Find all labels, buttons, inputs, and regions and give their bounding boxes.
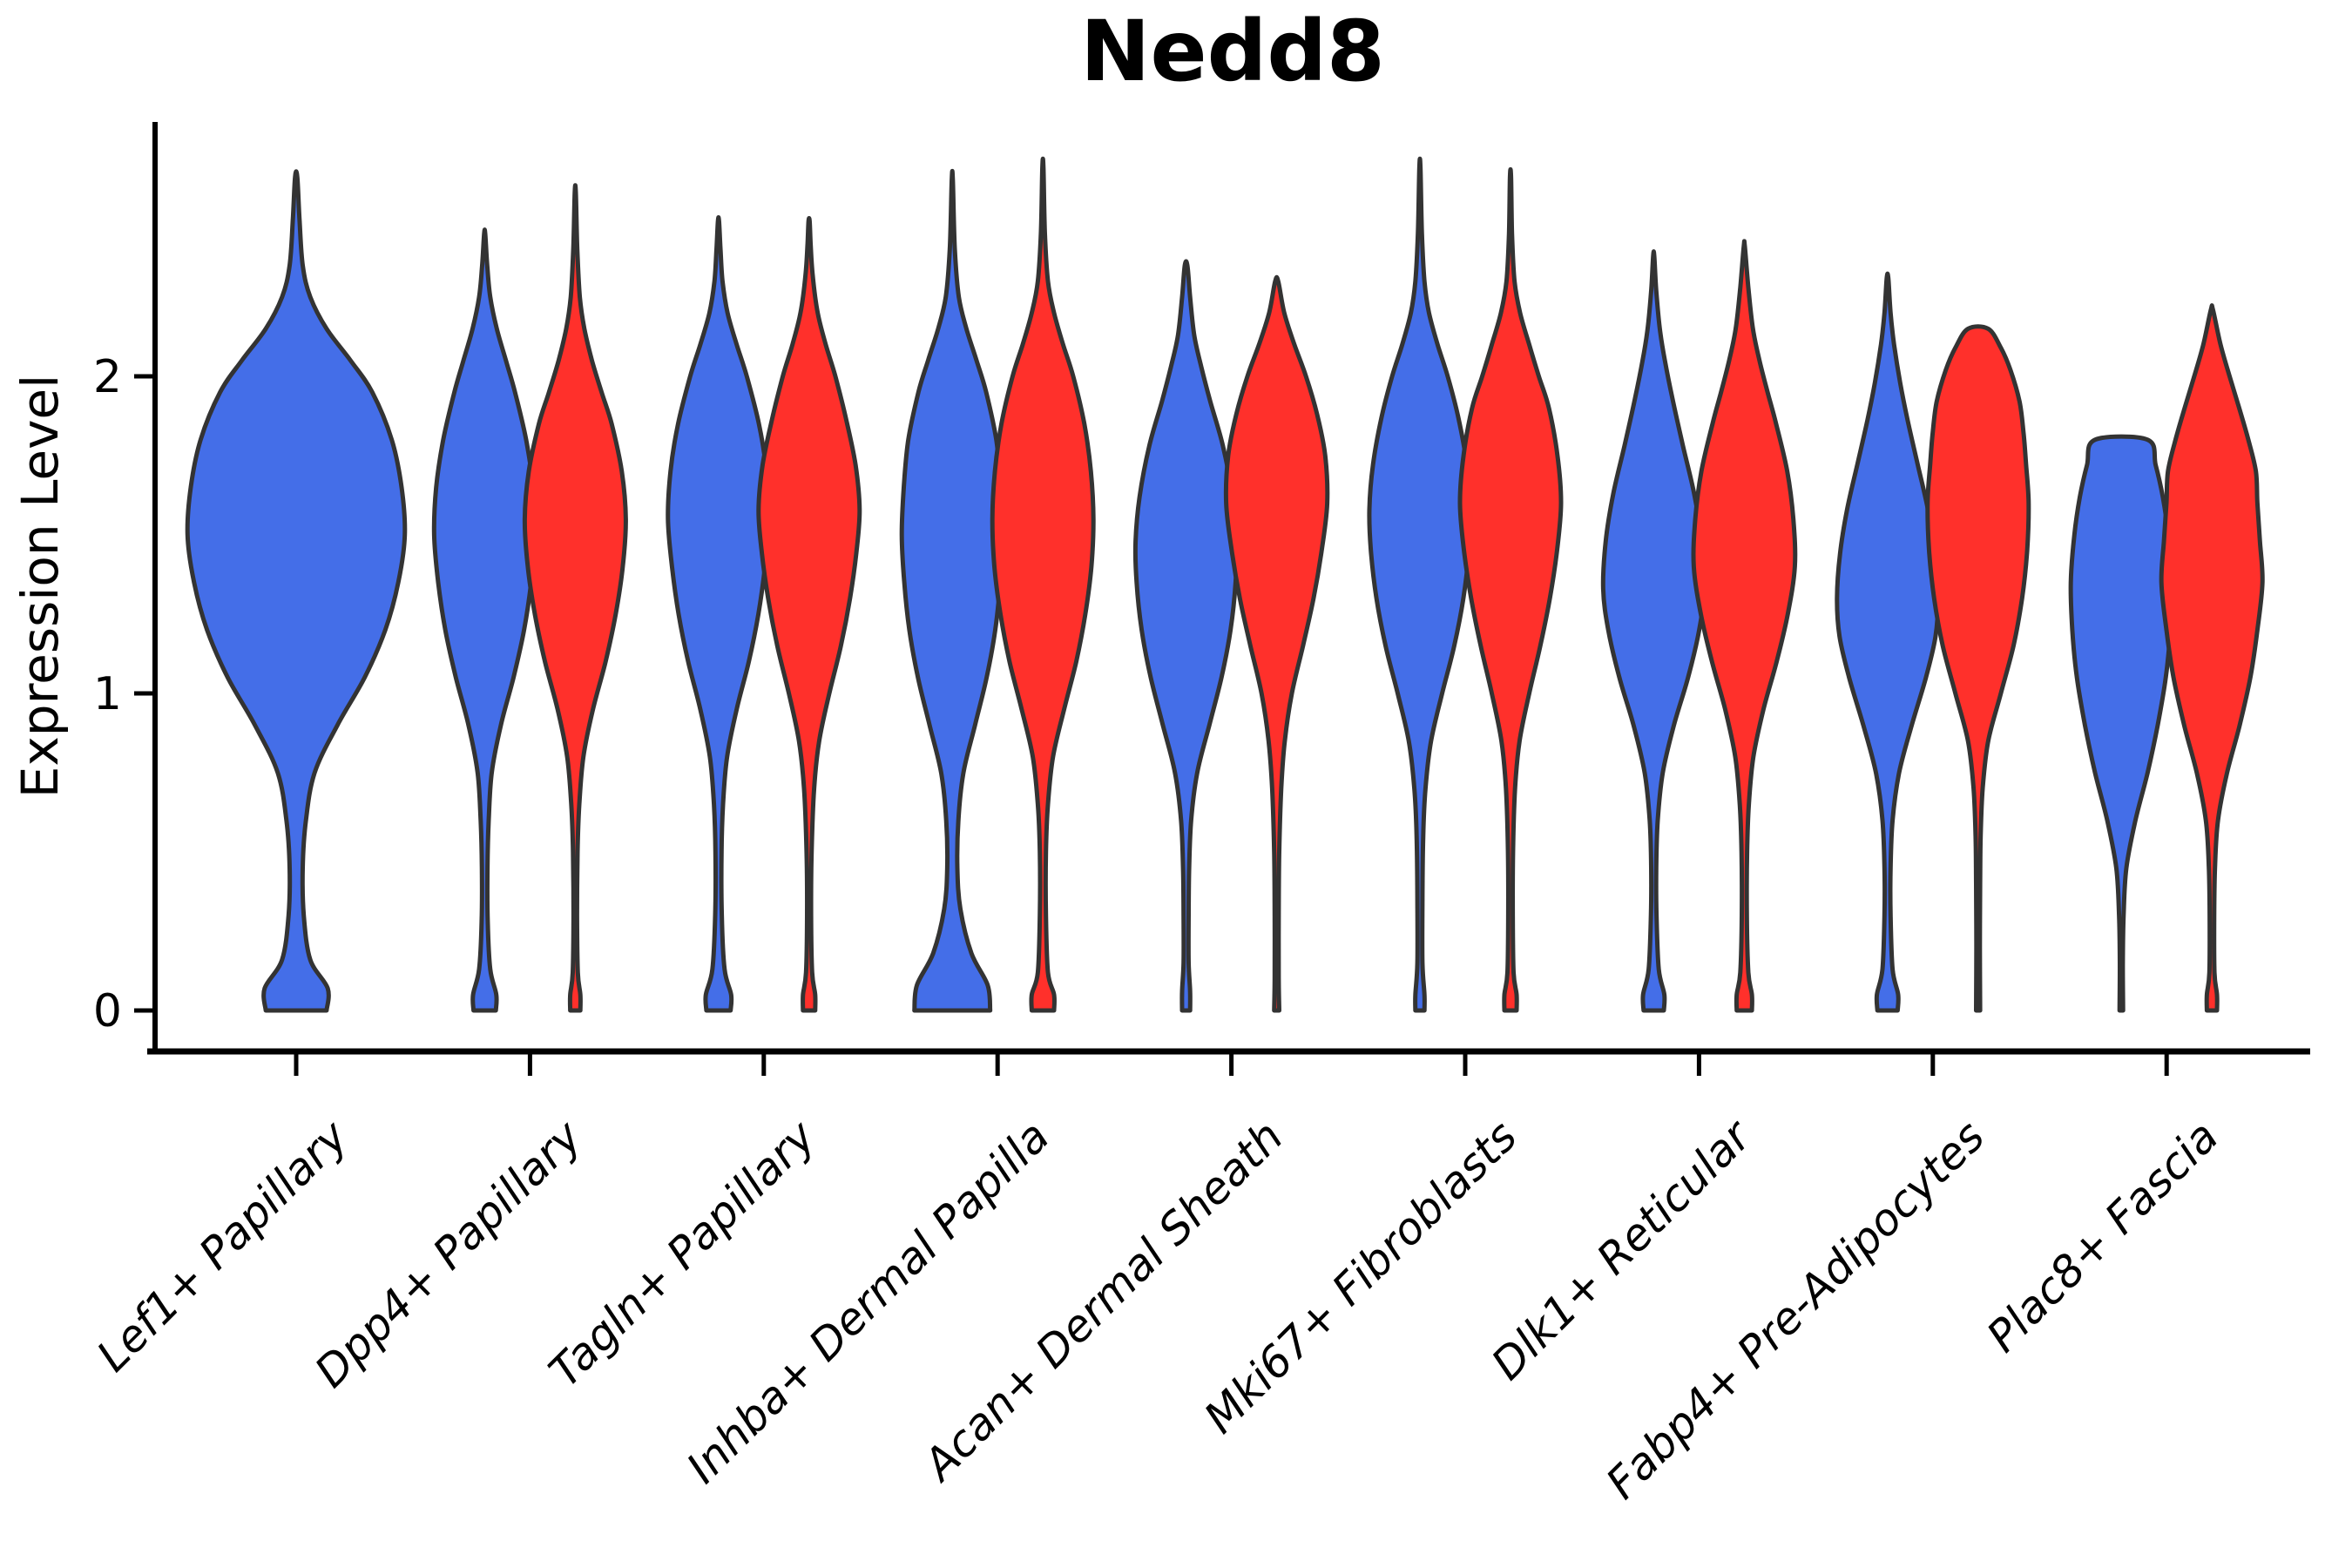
x-tick-label-fabp4-pre-adipocytes: Fabp4+ Pre-Adipocytes (1597, 1111, 1995, 1509)
y-axis-label: Expression Level (10, 375, 70, 798)
violin-dpp4-papillary-blue (431, 227, 537, 1013)
y-tick-label-2: 2 (93, 351, 122, 403)
violin-tagln-papillary-blue (666, 215, 772, 1013)
violin-plac8-fascia-blue (2068, 434, 2174, 1013)
violins-group (185, 156, 2265, 1013)
x-tick-label-lef1-papillary: Lef1+ Papillary (87, 1110, 358, 1381)
violin-fabp4-pre-adipocytes-red (1925, 324, 2031, 1013)
y-tick-label-0: 0 (93, 985, 122, 1037)
violin-dlk1-reticular-red (1691, 239, 1798, 1013)
violin-plac8-fascia-red (2159, 303, 2265, 1013)
violin-acan-dermal-sheath-red (1223, 274, 1330, 1013)
y-ticks-group: 0 1 2 (93, 351, 155, 1037)
violin-mki67-fibroblasts-blue (1367, 156, 1473, 1013)
violin-mki67-fibroblasts-red (1457, 167, 1564, 1013)
y-tick-label-1: 1 (93, 668, 122, 720)
x-tick-label-dlk1-reticular: Dlk1+ Reticular (1482, 1109, 1762, 1389)
plot-title: Nedd8 (1080, 3, 1385, 100)
violin-dpp4-papillary-red (522, 183, 628, 1013)
violin-inhba-dermal-papilla-red (990, 156, 1096, 1013)
violin-acan-dermal-sheath-blue (1132, 259, 1240, 1013)
violin-inhba-dermal-papilla-blue (899, 168, 1005, 1013)
x-tick-label-plac8-fascia: Plac8+ Fascia (1977, 1111, 2228, 1362)
violin-lef1-papillary-blue (185, 169, 408, 1013)
violin-dlk1-reticular-blue (1600, 249, 1707, 1013)
violin-fabp4-pre-adipocytes-blue (1835, 271, 1941, 1013)
violin-tagln-papillary-red (756, 215, 862, 1013)
